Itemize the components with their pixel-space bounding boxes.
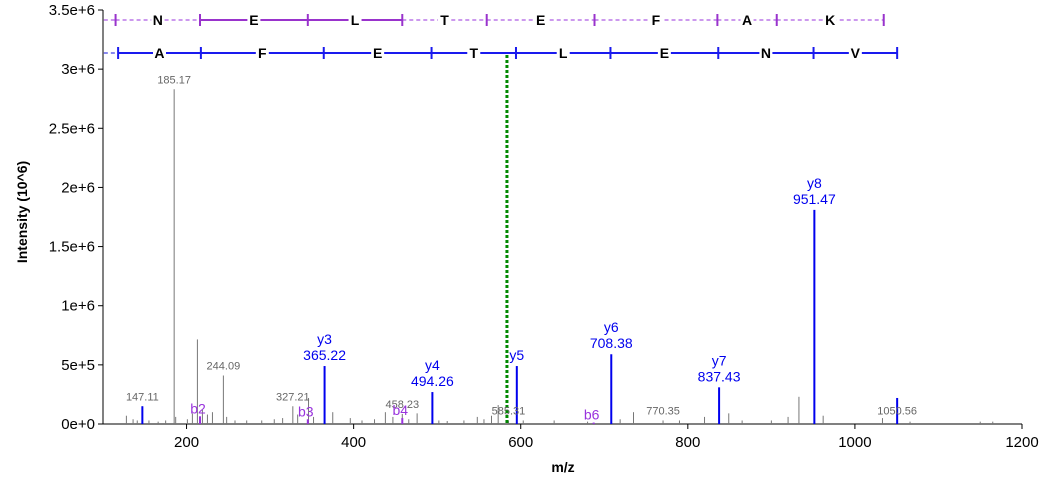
seq-b-letter-bg (437, 11, 451, 29)
seq-y-letter: L (559, 45, 568, 61)
seq-y-letter-bg (467, 44, 481, 62)
seq-y-letter: N (761, 45, 771, 61)
unassigned-peak-label: 147.11 (126, 391, 159, 403)
y-tick-label: 1e+6 (61, 298, 95, 315)
seq-b-letter-bg (823, 11, 837, 29)
seq-y-letter-bg (657, 44, 671, 62)
unassigned-peak-label: 770.35 (646, 405, 680, 417)
y-ion-label: y8 (807, 175, 822, 191)
y-ion-mz-label: 708.38 (590, 335, 633, 351)
seq-y-letter-bg (759, 44, 773, 62)
unassigned-peak-label: 244.09 (207, 361, 241, 373)
y-tick-label: 2.5e+6 (49, 120, 95, 137)
x-axis-title: m/z (551, 459, 574, 475)
seq-y-letter-bg (556, 44, 570, 62)
seq-b-letter: N (153, 12, 163, 28)
seq-y-letter: V (851, 45, 861, 61)
y-ion-label: y4 (425, 357, 440, 373)
peaks-layer (125, 55, 994, 424)
seq-y-letter-bg (152, 44, 166, 62)
x-tick-label: 800 (675, 434, 700, 451)
seq-y-letter: E (373, 45, 382, 61)
seq-y-letter: E (660, 45, 669, 61)
seq-b-letter-bg (534, 11, 548, 29)
y-ion-mz-label: 837.43 (698, 368, 741, 384)
y-tick-label: 3.5e+6 (49, 2, 95, 19)
b-ion-label: b4 (392, 402, 408, 418)
b-ion-label: b6 (584, 407, 600, 423)
seq-b-letter: E (536, 12, 545, 28)
seq-b-letter: A (742, 12, 752, 28)
y-ion-mz-label: 951.47 (793, 191, 836, 207)
y-ion-label: y7 (712, 352, 727, 368)
y-tick-label: 3e+6 (61, 61, 95, 78)
seq-b-letter-bg (151, 11, 165, 29)
y-ion-label: y5 (509, 347, 524, 363)
seq-b-letter-bg (348, 11, 362, 29)
unassigned-peak-label: 327.21 (276, 391, 310, 403)
seq-b-letter: E (249, 12, 258, 28)
y-ion-label: y3 (317, 331, 332, 347)
seq-b-letter: F (652, 12, 661, 28)
seq-b-letter: T (440, 12, 449, 28)
y-axis-title: Intensity (10^6) (14, 161, 30, 263)
unassigned-peak-label: 585.31 (492, 405, 526, 417)
unassigned-peak-label: 458.23 (385, 399, 419, 411)
seq-b-letter-bg (649, 11, 663, 29)
unassigned-peak-label: 185.17 (157, 74, 191, 86)
y-ion-label: y6 (604, 319, 619, 335)
seq-b-letter: K (825, 12, 835, 28)
seq-b-letter-bg (740, 11, 754, 29)
seq-b-letter: L (351, 12, 360, 28)
seq-y-letter: T (469, 45, 478, 61)
y-tick-label: 1.5e+6 (49, 239, 95, 256)
seq-y-letter: F (258, 45, 267, 61)
x-tick-label: 1200 (1005, 434, 1038, 451)
seq-y-letter: A (154, 45, 164, 61)
seq-y-letter-bg (371, 44, 385, 62)
seq-y-letter-bg (848, 44, 862, 62)
sequence-coverage: N E L T E F A K A F E T L E N V (103, 11, 899, 62)
x-tick-label: 400 (341, 434, 366, 451)
x-tick-label: 200 (174, 434, 199, 451)
axes-layer: 200 400 600 800 1000 1200 0e+0 5e+5 1e+6 1.5e+6 2e… (49, 2, 1039, 451)
seq-y-letter-bg (255, 44, 269, 62)
y-tick-label: 5e+5 (61, 357, 95, 374)
b-ion-label: b2 (190, 400, 206, 416)
x-tick-label: 1000 (838, 434, 871, 451)
y-tick-label: 2e+6 (61, 179, 95, 196)
x-tick-label: 600 (508, 434, 533, 451)
y-tick-label: 0e+0 (61, 416, 95, 433)
seq-b-letter-bg (247, 11, 261, 29)
y-ion-mz-label: 494.26 (411, 373, 454, 389)
b-ion-label: b3 (298, 403, 314, 419)
y-ion-mz-label: 365.22 (303, 347, 346, 363)
unassigned-peak-label: 1050.56 (877, 405, 917, 417)
labels-layer: 147.11 185.17 244.09 327.21 458.23 585.31 770.… (126, 74, 917, 422)
